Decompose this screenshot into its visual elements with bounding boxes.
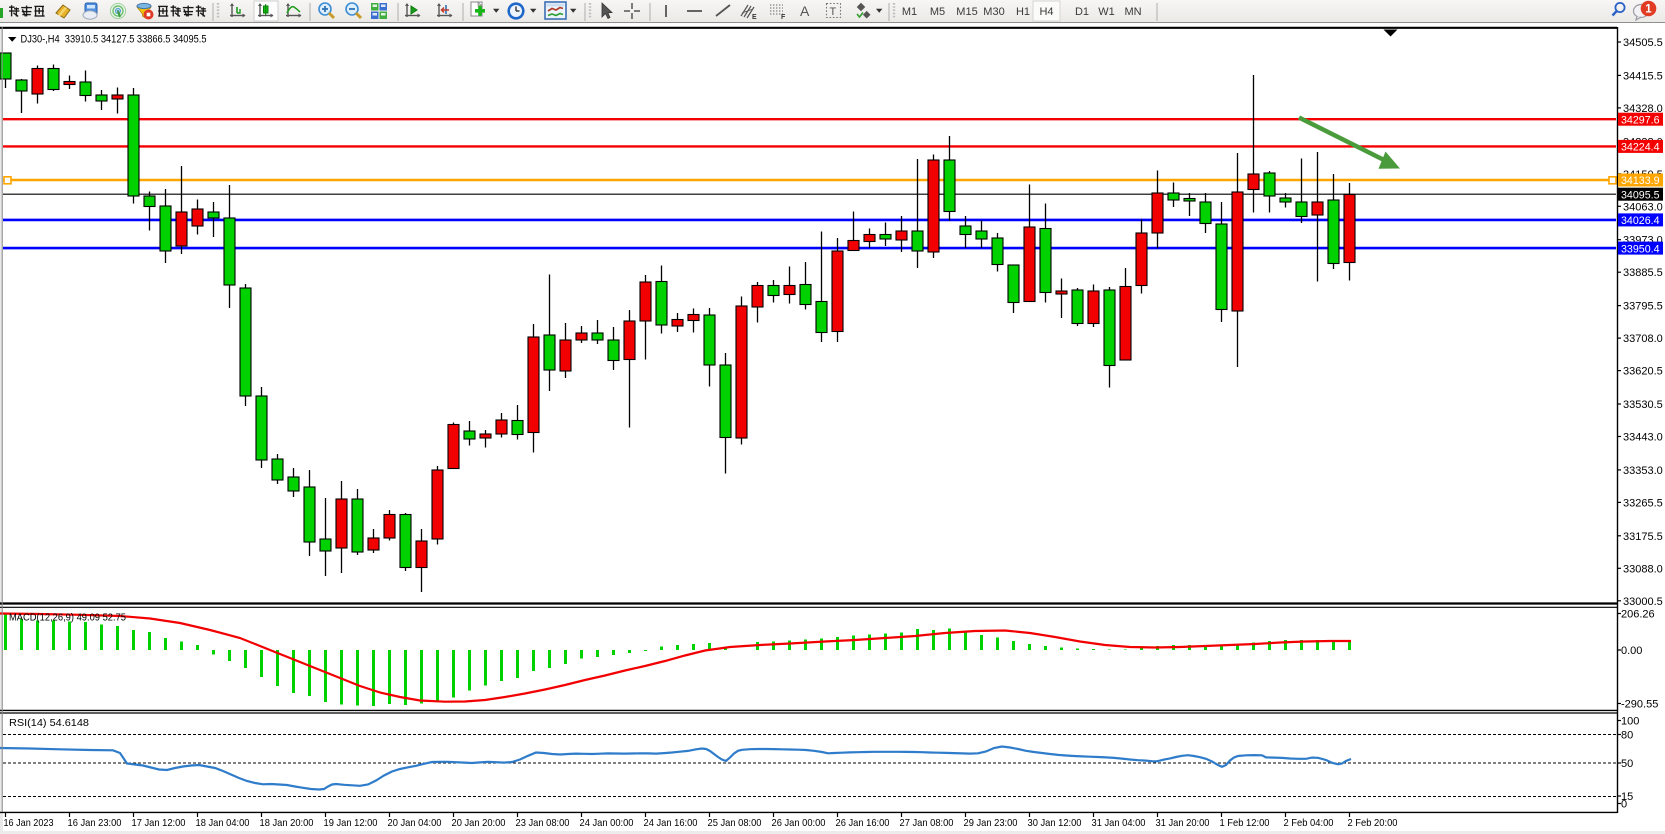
svg-text:F: F [781,14,786,21]
svg-text:15: 15 [1621,791,1633,803]
svg-text:33530.5: 33530.5 [1623,399,1663,411]
svg-text:34297.6: 34297.6 [1621,114,1660,126]
svg-text:34505.5: 34505.5 [1623,37,1663,49]
svg-text:24 Jan 00:00: 24 Jan 00:00 [580,817,634,829]
svg-text:M1: M1 [902,6,917,18]
svg-text:33620.5: 33620.5 [1623,366,1663,378]
svg-text:33443.0: 33443.0 [1623,432,1663,444]
svg-text:206.26: 206.26 [1621,609,1655,621]
svg-text:E: E [752,14,757,21]
svg-text:MN: MN [1124,6,1141,18]
svg-text:34328.0: 34328.0 [1623,103,1663,115]
svg-text:H4: H4 [1039,6,1053,18]
svg-text:30 Jan 12:00: 30 Jan 12:00 [1028,817,1082,829]
svg-text:20 Jan 04:00: 20 Jan 04:00 [388,817,442,829]
svg-text:33885.5: 33885.5 [1623,267,1663,279]
svg-text:H1: H1 [1016,6,1030,18]
svg-text:0.00: 0.00 [1621,645,1642,657]
svg-text:-290.55: -290.55 [1621,699,1658,711]
svg-text:2 Feb 04:00: 2 Feb 04:00 [1284,817,1334,829]
svg-text:16 Jan 23:00: 16 Jan 23:00 [68,817,122,829]
svg-text:100: 100 [1621,716,1639,728]
svg-text:19 Jan 12:00: 19 Jan 12:00 [324,817,378,829]
svg-text:31 Jan 20:00: 31 Jan 20:00 [1156,817,1210,829]
svg-text:16 Jan 2023: 16 Jan 2023 [4,817,54,829]
svg-text:20 Jan 20:00: 20 Jan 20:00 [452,817,506,829]
svg-text:24 Jan 16:00: 24 Jan 16:00 [644,817,698,829]
svg-text:33265.5: 33265.5 [1623,497,1663,509]
svg-text:26 Jan 00:00: 26 Jan 00:00 [772,817,826,829]
svg-text:MACD(12,26,9) 49.09 52.75: MACD(12,26,9) 49.09 52.75 [9,612,126,624]
svg-text:2 Feb 20:00: 2 Feb 20:00 [1348,817,1398,829]
svg-text:0: 0 [1621,799,1627,811]
svg-text:18 Jan 20:00: 18 Jan 20:00 [260,817,314,829]
svg-text:DJ30-,H4 33910.5 34127.5 3386: DJ30-,H4 33910.5 34127.5 33866.5 34095.5 [21,34,207,46]
svg-text:M30: M30 [983,6,1004,18]
svg-text:26 Jan 16:00: 26 Jan 16:00 [836,817,890,829]
svg-text:RSI(14) 54.6148: RSI(14) 54.6148 [9,717,89,729]
svg-text:34063.0: 34063.0 [1623,201,1663,213]
svg-text:33000.5: 33000.5 [1623,596,1663,608]
svg-text:33708.0: 33708.0 [1623,333,1663,345]
svg-text:50: 50 [1621,758,1633,770]
svg-text:17 Jan 12:00: 17 Jan 12:00 [132,817,186,829]
svg-text:33795.5: 33795.5 [1623,301,1663,313]
svg-text:23 Jan 08:00: 23 Jan 08:00 [516,817,570,829]
svg-text:33353.0: 33353.0 [1623,465,1663,477]
svg-text:34095.5: 34095.5 [1621,189,1660,201]
svg-text:31 Jan 04:00: 31 Jan 04:00 [1092,817,1146,829]
svg-text:33175.5: 33175.5 [1623,531,1663,543]
svg-text:18 Jan 04:00: 18 Jan 04:00 [196,817,250,829]
svg-text:W1: W1 [1098,6,1115,18]
svg-text:80: 80 [1621,730,1633,742]
svg-text:29 Jan 23:00: 29 Jan 23:00 [964,817,1018,829]
svg-text:25 Jan 08:00: 25 Jan 08:00 [708,817,762,829]
svg-text:T: T [830,6,837,18]
svg-text:D1: D1 [1075,6,1089,18]
svg-text:33088.0: 33088.0 [1623,563,1663,575]
svg-text:A: A [800,3,810,19]
svg-text:M15: M15 [956,6,977,18]
svg-text:1: 1 [1645,4,1652,16]
svg-text:34026.4: 34026.4 [1621,215,1660,227]
svg-text:M5: M5 [930,6,945,18]
svg-text:34133.9: 34133.9 [1621,175,1660,187]
svg-text:34415.5: 34415.5 [1623,70,1663,82]
svg-text:1 Feb 12:00: 1 Feb 12:00 [1220,817,1270,829]
svg-text:33950.4: 33950.4 [1621,243,1660,255]
svg-text:34224.4: 34224.4 [1621,142,1660,154]
svg-text:27 Jan 08:00: 27 Jan 08:00 [900,817,954,829]
